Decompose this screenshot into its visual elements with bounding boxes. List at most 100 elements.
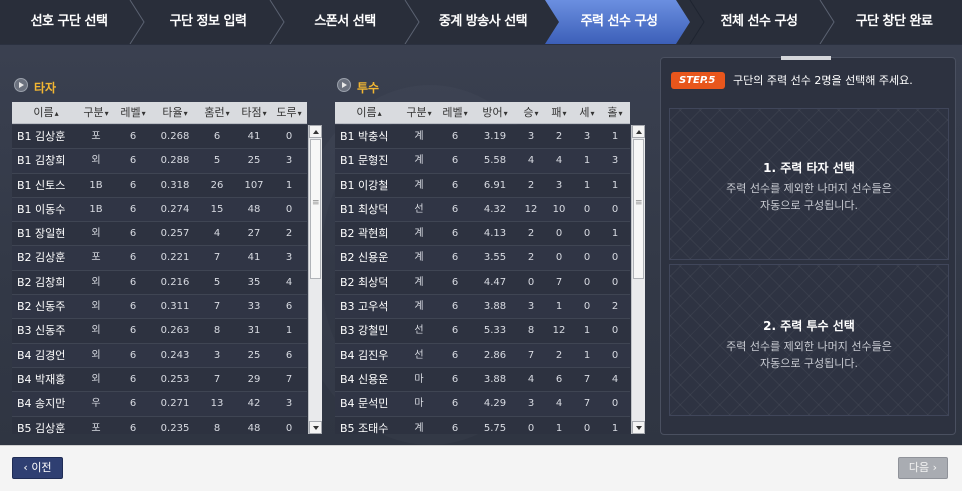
stat-cell: 8 — [213, 325, 221, 337]
player-name: B2 김상훈 — [17, 251, 66, 265]
stat-cell: 선 — [414, 203, 424, 215]
col-hr-sort[interactable]: 홈런 — [198, 102, 236, 124]
table-row[interactable]: B2 김창희 외 6 0.216 5 35 4 — [12, 270, 307, 296]
stat-cell: 0 — [555, 252, 563, 264]
stat-cell: 외 — [91, 155, 101, 167]
table-row[interactable]: B4 신용운 마 6 3.88 4 6 7 4 — [335, 367, 630, 393]
stat-cell: 0.268 — [160, 131, 190, 142]
stat-cell: 3.88 — [483, 301, 507, 313]
col-sb-sort[interactable]: 도루 — [272, 102, 306, 124]
col-level-sort[interactable]: 레벨 — [114, 102, 152, 124]
col-rbi-sort[interactable]: 타점 — [236, 102, 272, 124]
stat-cell: 6 — [451, 155, 459, 167]
step-instruction: 구단의 주력 선수 2명을 선택해 주세요. — [733, 74, 913, 87]
stat-cell: 13 — [210, 398, 224, 410]
table-row[interactable]: B4 박재홍 외 6 0.253 7 29 7 — [12, 367, 307, 393]
scroll-down-icon[interactable] — [632, 421, 645, 434]
stat-cell: 선 — [414, 349, 424, 361]
stat-cell: 2 — [527, 252, 535, 264]
main-hitter-desc-2: 자동으로 구성됩니다. — [759, 199, 859, 212]
stat-cell: 10 — [552, 203, 566, 215]
stat-cell: 6 — [285, 301, 293, 313]
stat-cell: 0.318 — [160, 179, 190, 191]
stat-cell: 1 — [583, 349, 591, 361]
col-name-sort[interactable]: 이름 — [14, 102, 78, 124]
stat-cell: 0 — [583, 252, 591, 264]
hitters-rows: B1 김상훈 포 6 0.268 6 41 0 B1 김창희 외 6 0.288 5 25 3 B1 신토스… — [12, 125, 307, 434]
main-pitcher-slot[interactable]: 2. 주력 투수 선택 주력 선수를 제외한 나머지 선수들은 자동으로 구성됩… — [669, 264, 949, 416]
pitchers-header: 이름 구분 레벨 방어 승 패 세 홀 — [335, 102, 630, 124]
stat-cell: 0 — [583, 301, 591, 313]
stat-cell: 3 — [285, 155, 293, 167]
col-type-sort[interactable]: 구분 — [78, 102, 114, 124]
table-row[interactable]: B5 김상훈 포 6 0.235 8 48 0 — [12, 416, 307, 434]
next-button[interactable]: 다음 › — [898, 457, 948, 479]
player-name: B4 김진우 — [340, 348, 389, 362]
stat-cell: 48 — [247, 203, 261, 215]
table-row[interactable]: B3 신동주 외 6 0.263 8 31 1 — [12, 319, 307, 344]
col-level-sort[interactable]: 레벨 — [437, 102, 473, 124]
col-type-sort[interactable]: 구분 — [401, 102, 437, 124]
scroll-up-icon[interactable] — [309, 125, 322, 138]
stat-cell: 0 — [611, 252, 619, 264]
table-row[interactable]: B1 신토스 1B 6 0.318 26 107 1 — [12, 173, 307, 198]
scroll-thumb[interactable] — [310, 139, 321, 279]
table-row[interactable]: B1 김상훈 포 6 0.268 6 41 0 — [12, 125, 307, 150]
hitters-scrollbar[interactable] — [308, 125, 322, 434]
table-row[interactable]: B1 문형진 계 6 5.58 4 4 1 3 — [335, 149, 630, 174]
step-7: 구단 창단 완료 — [855, 14, 933, 29]
prev-button[interactable]: ‹ 이전 — [12, 457, 63, 479]
player-name: B1 이동수 — [17, 202, 66, 216]
col-hold-sort[interactable]: 홀 — [601, 102, 629, 124]
col-avg-sort[interactable]: 타율 — [152, 102, 198, 124]
table-row[interactable]: B2 신용운 계 6 3.55 2 0 0 0 — [335, 246, 630, 271]
stat-cell: 1 — [583, 179, 591, 191]
player-name: B1 최상덕 — [340, 202, 389, 216]
stat-cell: 4 — [285, 276, 293, 288]
table-row[interactable]: B3 고우석 계 6 3.88 3 1 0 2 — [335, 295, 630, 320]
scroll-up-icon[interactable] — [632, 125, 645, 138]
player-name: B1 박충식 — [340, 130, 389, 143]
scroll-down-icon[interactable] — [309, 421, 322, 434]
stat-cell: 1B — [89, 203, 103, 215]
stat-cell: 1 — [583, 155, 591, 167]
table-row[interactable]: B1 이동수 1B 6 0.274 15 48 0 — [12, 197, 307, 223]
stat-cell: 6 — [129, 422, 137, 434]
col-win-sort[interactable]: 승 — [517, 102, 545, 124]
table-row[interactable]: B2 김상훈 포 6 0.221 7 41 3 — [12, 246, 307, 271]
table-row[interactable]: B2 곽현희 계 6 4.13 2 0 0 1 — [335, 222, 630, 247]
stat-cell: 계 — [414, 301, 424, 313]
stat-cell: 7 — [583, 373, 591, 385]
table-row[interactable]: B5 조태수 계 6 5.75 0 1 0 1 — [335, 416, 630, 434]
stat-cell: 5.33 — [483, 325, 507, 337]
stat-cell: 26 — [210, 179, 224, 191]
pitchers-scrollbar[interactable] — [631, 125, 645, 434]
scroll-thumb[interactable] — [633, 139, 644, 279]
player-name: B4 박재홍 — [17, 372, 66, 386]
table-row[interactable]: B4 김경언 외 6 0.243 3 25 6 — [12, 343, 307, 368]
table-row[interactable]: B1 박충식 계 6 3.19 3 2 3 1 — [335, 125, 630, 150]
stat-cell: 선 — [414, 325, 424, 337]
col-loss-sort[interactable]: 패 — [545, 102, 573, 124]
table-row[interactable]: B2 최상덕 계 6 4.47 0 7 0 0 — [335, 270, 630, 296]
main-hitter-slot[interactable]: 1. 주력 타자 선택 주력 선수를 제외한 나머지 선수들은 자동으로 구성됩… — [669, 108, 949, 260]
table-row[interactable]: B1 김창희 외 6 0.288 5 25 3 — [12, 149, 307, 174]
table-row[interactable]: B1 최상덕 선 6 4.32 12 10 0 0 — [335, 197, 630, 223]
col-era-sort[interactable]: 방어 — [473, 102, 517, 124]
table-row[interactable]: B4 문석민 마 6 4.29 3 4 7 0 — [335, 392, 630, 417]
table-row[interactable]: B4 송지만 우 6 0.271 13 42 3 — [12, 392, 307, 417]
stat-cell: 27 — [247, 228, 261, 240]
col-name-sort[interactable]: 이름 — [337, 102, 401, 124]
table-row[interactable]: B3 강철민 선 6 5.33 8 12 1 0 — [335, 319, 630, 344]
table-row[interactable]: B1 장일현 외 6 0.257 4 27 2 — [12, 222, 307, 247]
table-row[interactable]: B2 신동주 외 6 0.311 7 33 6 — [12, 295, 307, 320]
stat-cell: 7 — [583, 398, 591, 410]
stat-cell: 3 — [527, 131, 535, 142]
player-name: B2 김창희 — [17, 275, 66, 289]
main-hitter-desc-1: 주력 선수를 제외한 나머지 선수들은 — [726, 182, 892, 195]
stat-cell: 7 — [555, 276, 563, 288]
stat-cell: 3 — [213, 349, 221, 361]
table-row[interactable]: B1 이강철 계 6 6.91 2 3 1 1 — [335, 173, 630, 198]
table-row[interactable]: B4 김진우 선 6 2.86 7 2 1 0 — [335, 343, 630, 368]
col-save-sort[interactable]: 세 — [573, 102, 601, 124]
